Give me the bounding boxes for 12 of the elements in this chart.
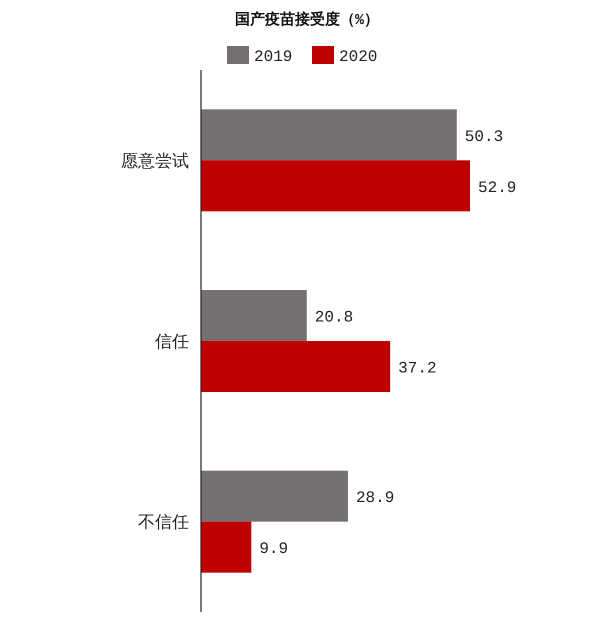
y-tick-label: 信任: [155, 333, 189, 353]
data-label: 52.9: [478, 178, 516, 197]
data-label: 50.3: [464, 128, 504, 146]
legend-label: 2019: [254, 48, 292, 66]
data-label: 9.9: [259, 540, 288, 558]
y-tick-label: 愿意尝试: [121, 151, 189, 172]
y-tick-label: 不信任: [138, 514, 189, 534]
legend-label: 2020: [339, 48, 378, 66]
chart-title: 国产疫苗接受度（%）: [234, 10, 380, 29]
data-label: 28.9: [356, 489, 394, 508]
data-label: 37.2: [398, 360, 437, 378]
data-label: 20.8: [314, 308, 354, 326]
